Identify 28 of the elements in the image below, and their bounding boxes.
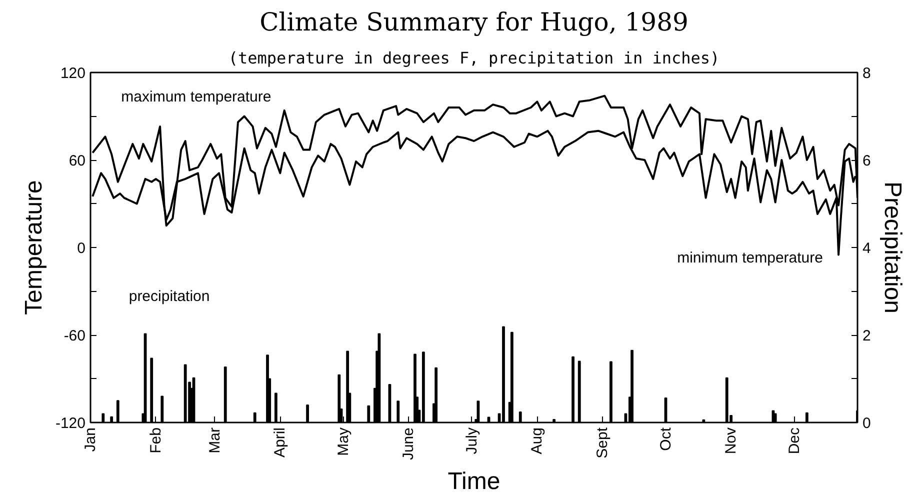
x-tick-label: Nov: [722, 427, 740, 454]
y2-tick-label: 8: [862, 65, 871, 82]
y2-tick-label: 6: [862, 152, 871, 170]
y2-tick-label: 4: [862, 240, 871, 257]
x-tick-label: Aug: [528, 427, 546, 454]
y2-tick-label: 0: [862, 415, 871, 432]
x-tick-label: April: [272, 427, 289, 458]
series-label: minimum temperature: [677, 250, 823, 266]
x-tick-label: Feb: [147, 427, 164, 454]
y-tick-label: 60: [68, 152, 86, 170]
y-tick-label: 0: [77, 240, 86, 257]
y2-axis-title: Precipitation: [878, 181, 906, 314]
x-tick-label: Dec: [786, 427, 803, 454]
x-tick-label: July: [463, 427, 480, 454]
x-axis-title: Time: [448, 468, 500, 496]
x-tick-label: Oct: [657, 426, 674, 451]
x-tick-label: May: [334, 427, 352, 456]
x-tick-label: Sept: [594, 426, 612, 458]
y-tick-label: 120: [60, 65, 86, 82]
series-label: maximum temperature: [121, 88, 272, 106]
x-tick-label: June: [400, 427, 418, 460]
x-tick-label: Mar: [206, 427, 224, 454]
legend-label: precipitation: [128, 288, 210, 305]
chart-title: Climate Summary for Hugo, 1989: [260, 8, 688, 36]
chart-subtitle: (temperature in degrees F, precipitation in inches): [228, 48, 720, 68]
y-tick-label: -60: [64, 328, 86, 344]
y2-tick-label: 2: [862, 328, 871, 344]
y-axis-title: Temperature: [20, 180, 48, 315]
